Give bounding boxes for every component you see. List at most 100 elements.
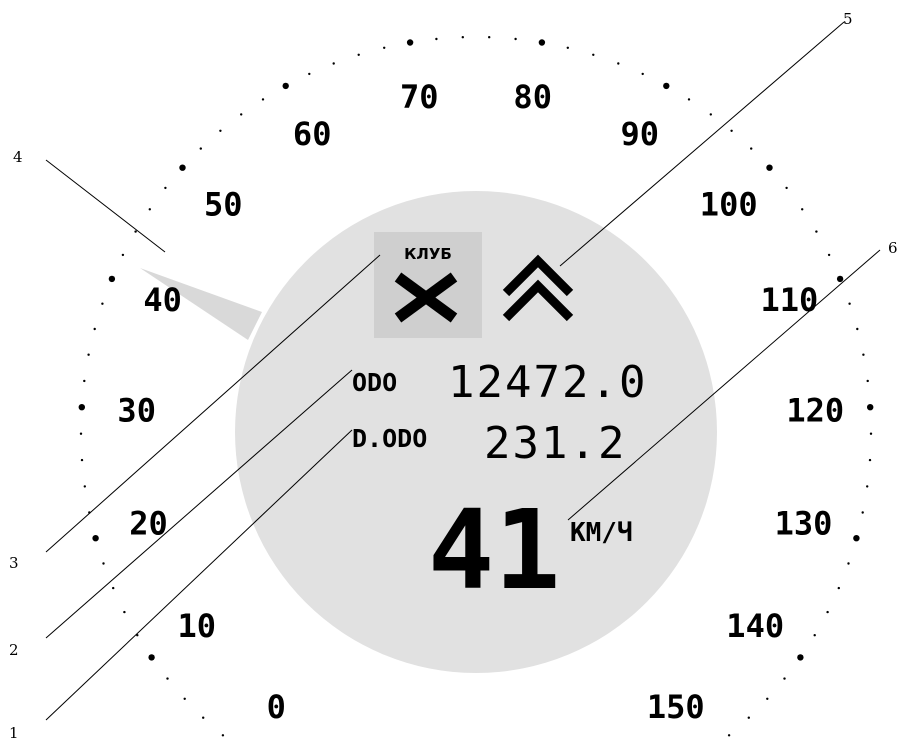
minor-tick	[202, 716, 205, 719]
minor-tick	[221, 734, 225, 737]
minor-tick	[461, 36, 464, 39]
major-tick	[92, 535, 99, 542]
scale-label: 80	[513, 78, 552, 116]
callout-number-4: 4	[13, 148, 23, 166]
callout-leader-4	[45, 159, 166, 253]
speed-value: 41	[428, 486, 560, 614]
major-tick	[78, 404, 86, 411]
major-tick	[663, 82, 670, 90]
minor-tick	[801, 208, 804, 211]
minor-tick	[93, 327, 96, 331]
minor-tick	[783, 677, 786, 680]
trip-value: 231.2	[484, 418, 626, 469]
minor-tick	[83, 379, 86, 383]
callout-leader-3	[45, 254, 381, 553]
clutch-indicator-panel	[374, 232, 482, 338]
callout-leaders	[45, 21, 881, 721]
minor-tick	[847, 562, 850, 565]
scale-label: 130	[775, 504, 833, 542]
minor-tick	[869, 432, 873, 435]
minor-tick	[166, 677, 169, 680]
major-tick	[836, 275, 844, 283]
scale-ticks	[78, 36, 874, 737]
minor-tick	[148, 208, 151, 211]
callout-leader-5	[559, 21, 845, 267]
scale-label: 140	[726, 607, 784, 645]
minor-tick	[87, 353, 90, 356]
minor-tick	[687, 98, 691, 101]
odo-label: ODO	[352, 368, 397, 397]
minor-tick	[592, 53, 595, 56]
minor-tick	[435, 37, 438, 41]
minor-tick	[856, 327, 859, 331]
scale-label: 60	[293, 115, 332, 153]
minor-tick	[123, 610, 126, 614]
minor-tick	[219, 129, 222, 132]
scale-label: 10	[178, 607, 217, 645]
minor-tick	[79, 432, 83, 435]
minor-tick	[727, 734, 731, 737]
minor-tick	[332, 62, 335, 65]
scale-label: 70	[400, 78, 439, 116]
minor-tick	[868, 458, 872, 462]
odo-value: 12472.0	[448, 357, 647, 408]
minor-tick	[134, 230, 137, 233]
major-tick	[108, 275, 116, 283]
minor-tick	[861, 511, 864, 514]
major-tick	[867, 404, 874, 411]
minor-tick	[183, 697, 186, 700]
minor-tick	[848, 302, 851, 305]
minor-tick	[112, 586, 115, 590]
minor-tick	[866, 485, 869, 488]
callout-leader-6	[567, 249, 881, 521]
scale-label: 30	[117, 392, 156, 430]
minor-tick	[785, 186, 788, 190]
speed-unit: КМ/Ч	[570, 518, 633, 548]
major-tick	[538, 39, 546, 46]
scale-label: 50	[204, 186, 243, 224]
scale-label: 110	[761, 281, 819, 319]
scale-label: 40	[143, 281, 182, 319]
minor-tick	[488, 36, 491, 39]
double-chevron-up-icon	[502, 254, 574, 322]
minor-tick	[199, 147, 202, 150]
callout-number-6: 6	[888, 239, 898, 257]
scale-labels: 0 10 20 30 40 50 60 70 80 90 100 110 120 130 140 150	[117, 78, 844, 726]
major-tick	[766, 164, 773, 171]
minor-tick	[826, 610, 829, 614]
minor-tick	[101, 302, 104, 305]
minor-tick	[83, 485, 87, 488]
needle-wedge	[140, 268, 262, 340]
major-tick	[148, 654, 155, 661]
minor-tick	[261, 98, 265, 101]
x-mark-icon	[394, 272, 458, 323]
minor-tick	[514, 37, 517, 41]
minor-tick	[164, 186, 167, 190]
major-tick	[853, 535, 860, 542]
major-tick	[179, 164, 186, 171]
minor-tick	[747, 716, 750, 719]
callout-number-3: 3	[9, 554, 19, 572]
callout-number-2: 2	[9, 641, 19, 659]
minor-tick	[766, 697, 769, 700]
scale-label: 150	[647, 688, 705, 726]
scale-label: 20	[129, 504, 168, 542]
scale-label: 0	[267, 688, 286, 726]
trip-label: D.ODO	[352, 424, 427, 453]
scale-label: 120	[786, 392, 844, 430]
minor-tick	[383, 46, 386, 49]
callout-number-1: 1	[9, 724, 19, 742]
minor-tick	[866, 379, 869, 383]
minor-tick	[566, 46, 569, 49]
minor-tick	[813, 634, 816, 637]
minor-tick	[240, 113, 243, 116]
major-tick	[282, 82, 289, 90]
minor-tick	[709, 113, 712, 116]
minor-tick	[357, 53, 360, 56]
minor-tick	[827, 253, 831, 257]
minor-tick	[837, 586, 840, 590]
callout-leader-1	[45, 429, 353, 721]
callout-leader-2	[45, 369, 353, 639]
minor-tick	[80, 458, 84, 462]
display-disc	[235, 191, 717, 673]
